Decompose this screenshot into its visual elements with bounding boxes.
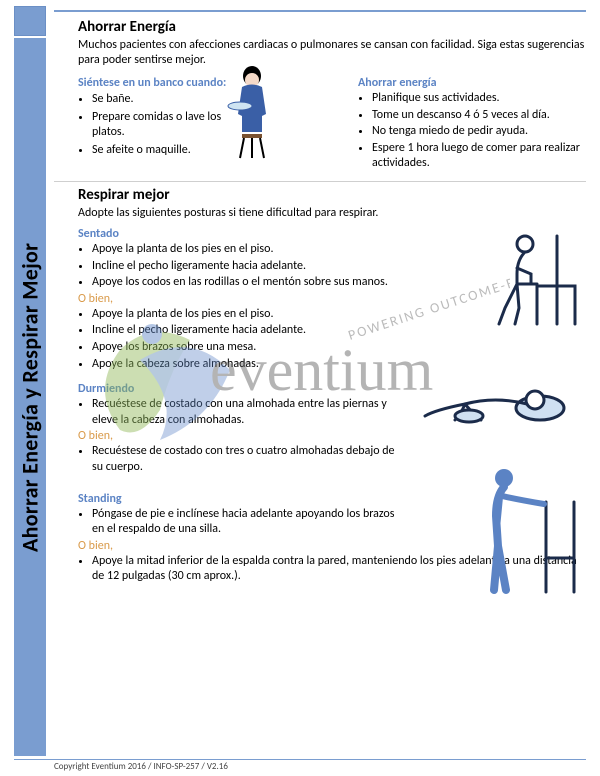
list-item: Planifique sus actividades. (372, 91, 586, 107)
list-item: Recuéstese de costado con tres o cuatro … (92, 444, 402, 475)
sidebar-accent-top (14, 6, 46, 36)
durmiendo-list2: Recuéstese de costado con tres o cuatro … (92, 444, 402, 475)
list-item: Póngase de pie e inclínese hacia adelant… (92, 507, 402, 538)
list-item: Espere 1 hora luego de comer para realiz… (372, 141, 586, 172)
section1-right: Ahorrar energía Planifique sus actividad… (358, 74, 586, 173)
section1-intro: Muchos pacientes con afecciones cardiaca… (78, 38, 586, 68)
footer-text: Copyright Eventium 2016 / INFO-SP-257 / … (54, 761, 228, 772)
page-side-title: Ahorrar Energía y Respirar Mejor (14, 38, 46, 756)
standing-list1: Póngase de pie e inclínese hacia adelant… (92, 507, 402, 538)
list-item: Tome un descanso 4 ó 5 veces al día. (372, 108, 586, 124)
figure-sitting-icon (212, 62, 292, 162)
figure-lying-icon (415, 376, 570, 434)
footer-rule (14, 759, 586, 760)
list-item: Recuéstese de costado con una almohada e… (92, 397, 402, 428)
section2-heading: Respirar mejor (78, 186, 586, 204)
section1-columns: Siéntese en un banco cuando: Se bañe. Pr… (78, 74, 586, 173)
right-subhead: Ahorrar energía (358, 76, 586, 90)
section1-heading: Ahorrar Energía (78, 18, 586, 36)
list-item: Apoye la cabeza sobre almohadas. (92, 357, 586, 373)
top-rule (54, 10, 586, 12)
mid-rule (54, 181, 586, 182)
list-item: No tenga miedo de pedir ayuda. (372, 124, 586, 140)
figure-chair-icon (487, 228, 582, 328)
right-list: Planifique sus actividades. Tome un desc… (372, 91, 586, 172)
figure-standing-icon (474, 466, 584, 596)
list-item: Apoye los brazos sobre una mesa. (92, 340, 586, 356)
durmiendo-list1: Recuéstese de costado con una almohada e… (92, 397, 402, 428)
section2-intro: Adopte las siguientes posturas si tiene … (78, 206, 586, 221)
